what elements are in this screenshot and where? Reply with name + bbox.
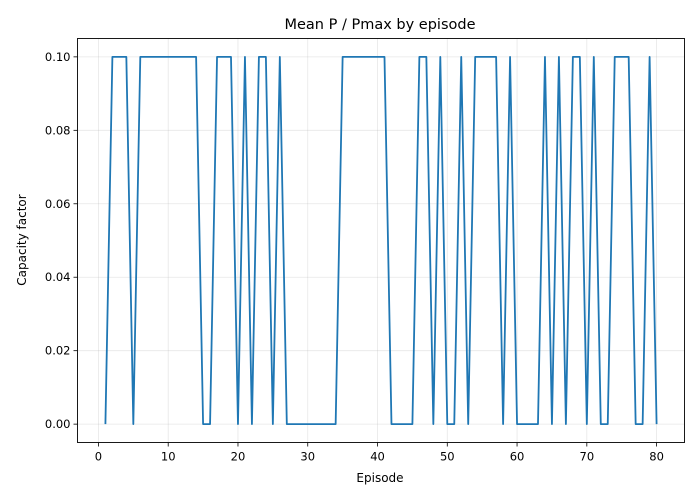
x-tick-label: 40 — [370, 450, 385, 464]
x-tick-label: 70 — [580, 450, 595, 464]
series-line — [104, 55, 658, 426]
x-tick-label: 80 — [649, 450, 664, 464]
y-axis-ticks: 0.00 0.02 0.04 0.06 0.08 0.10 — [45, 50, 78, 431]
y-tick-label: 0.00 — [45, 417, 71, 431]
series-layer — [104, 55, 658, 426]
y-tick-label: 0.10 — [45, 50, 71, 64]
y-axis-label: Capacity factor — [15, 194, 29, 285]
x-axis-ticks: 0 10 20 30 40 50 60 70 80 — [95, 442, 664, 464]
x-tick-label: 20 — [231, 450, 246, 464]
y-tick-label: 0.06 — [45, 197, 71, 211]
y-tick-label: 0.02 — [45, 344, 71, 358]
chart-title: Mean P / Pmax by episode — [284, 17, 475, 33]
x-tick-label: 30 — [300, 450, 315, 464]
y-tick-label: 0.04 — [45, 270, 71, 284]
plot-frame — [77, 38, 685, 443]
x-tick-label: 50 — [440, 450, 455, 464]
x-tick-label: 60 — [510, 450, 525, 464]
y-tick-label: 0.08 — [45, 123, 71, 137]
x-axis-label: Episode — [356, 471, 403, 485]
x-tick-label: 0 — [95, 450, 102, 464]
x-tick-label: 10 — [161, 450, 176, 464]
